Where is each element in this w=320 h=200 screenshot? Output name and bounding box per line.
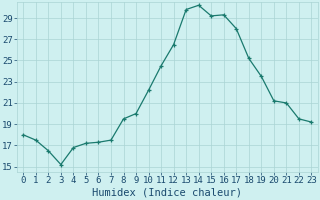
X-axis label: Humidex (Indice chaleur): Humidex (Indice chaleur)	[92, 188, 242, 198]
